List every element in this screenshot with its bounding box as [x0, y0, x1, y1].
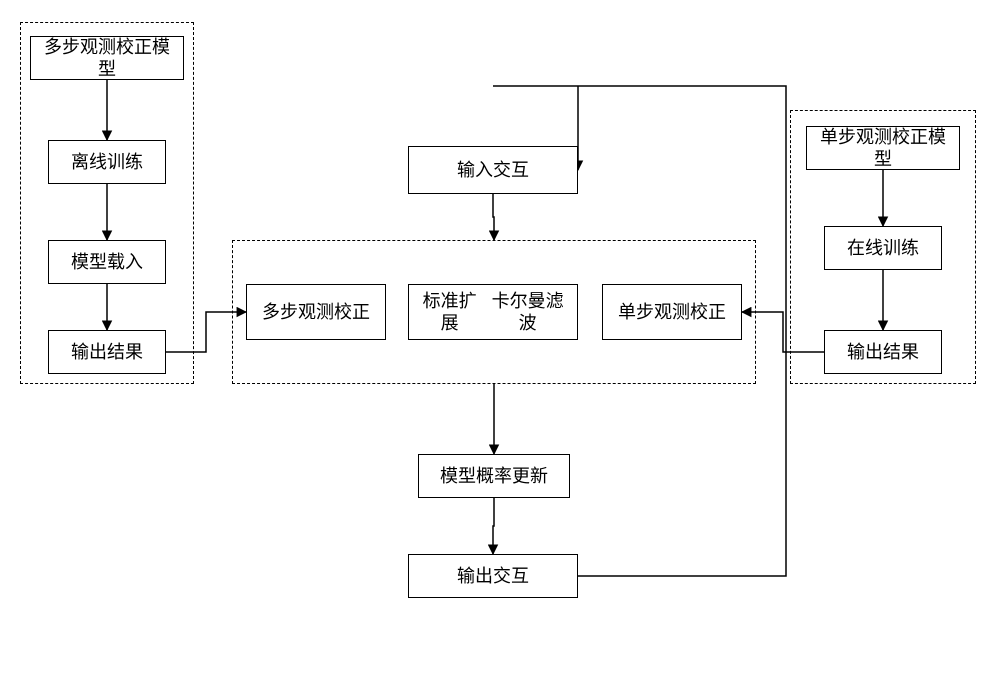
edge: [493, 194, 494, 240]
node-C_IN: 输入交互: [408, 146, 578, 194]
node-C_M3: 单步观测校正: [602, 284, 742, 340]
node-C_OUT: 输出交互: [408, 554, 578, 598]
node-L3: 模型载入: [48, 240, 166, 284]
node-R1: 单步观测校正模型: [806, 126, 960, 170]
node-L1: 多步观测校正模型: [30, 36, 184, 80]
node-R2: 在线训练: [824, 226, 942, 270]
edge: [493, 498, 494, 554]
node-L4: 输出结果: [48, 330, 166, 374]
node-C_M2: 标准扩展卡尔曼滤波: [408, 284, 578, 340]
flowchart-canvas: 多步观测校正模型离线训练模型载入输出结果输入交互多步观测校正标准扩展卡尔曼滤波单…: [0, 0, 1000, 682]
node-C_M1: 多步观测校正: [246, 284, 386, 340]
node-R3: 输出结果: [824, 330, 942, 374]
node-L2: 离线训练: [48, 140, 166, 184]
node-C_P: 模型概率更新: [418, 454, 570, 498]
